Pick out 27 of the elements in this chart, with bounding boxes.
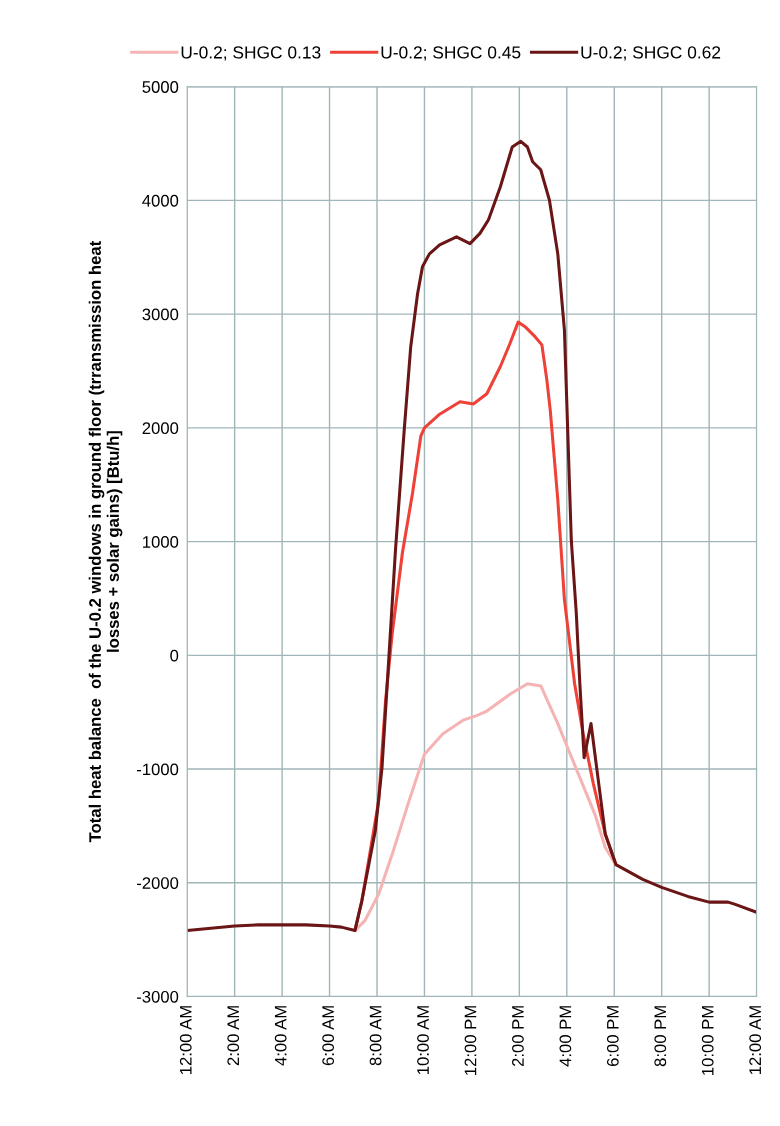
y-tick-label: 4000 — [142, 194, 179, 207]
y-tick-label: 2000 — [142, 422, 179, 435]
y-tick-label: 1000 — [143, 536, 179, 548]
x-tick-label: 10:00 AM — [417, 1006, 429, 1074]
legend-label: U-0.2; SHGC 0.45 — [381, 46, 521, 61]
x-tick-label: 2:00 PM — [512, 1006, 524, 1067]
y-tick-label: -3000 — [136, 990, 179, 1003]
x-tick-label: 10:00 PM — [701, 1006, 714, 1075]
y-tick-label: 3000 — [142, 308, 179, 321]
x-tick-label: 2:00 AM — [227, 1006, 240, 1066]
x-tick-label: 6:00 AM — [322, 1006, 335, 1066]
x-tick-label: 12:00 AM — [749, 1006, 762, 1074]
x-tick-label: 12:00 PM — [464, 1006, 477, 1075]
legend-label: U-0.2; SHGC 0.13 — [181, 46, 321, 61]
legend-label: U-0.2; SHGC 0.62 — [581, 46, 721, 61]
x-tick-label: 8:00 PM — [654, 1006, 667, 1067]
y-axis-title: Total heat balance of the U-0.2 windows in ground floor (trransmission heat losses + solar gains) [Btu/h] — [88, 240, 123, 843]
x-tick-label: 8:00 AM — [369, 1006, 382, 1066]
x-tick-label: 6:00 PM — [606, 1006, 619, 1067]
y-tick-label: 0 — [170, 649, 179, 662]
y-tick-label: 5000 — [142, 81, 179, 93]
x-tick-label: 12:00 AM — [179, 1006, 192, 1074]
y-tick-label: -2000 — [136, 877, 179, 889]
y-tick-label: -1000 — [136, 763, 179, 776]
x-tick-label: 4:00 AM — [274, 1006, 287, 1066]
x-tick-label: 4:00 PM — [559, 1006, 572, 1067]
line-series — [187, 139, 757, 933]
